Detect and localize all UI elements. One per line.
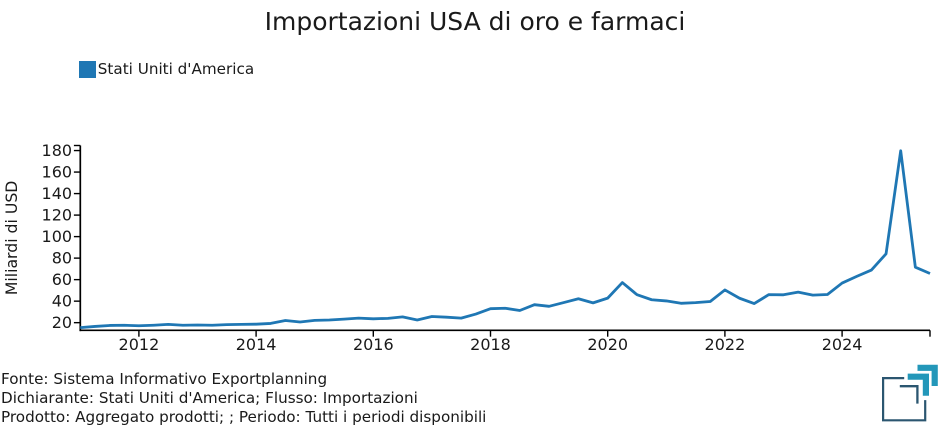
y-tick-label: 120: [42, 205, 73, 224]
x-tick-label: 2022: [705, 335, 746, 354]
logo-outer-square: [882, 377, 927, 422]
x-tick-label: 2014: [236, 335, 277, 354]
y-tick-label: 160: [42, 162, 73, 181]
y-tick-label: 80: [52, 249, 72, 268]
y-axis-title: Miliardi di USD: [2, 181, 21, 296]
logo-inner-bracket: [899, 385, 919, 404]
footer-declarant-line: Dichiarante: Stati Uniti d'America; Flus…: [1, 389, 418, 407]
x-tick-label: 2012: [119, 335, 160, 354]
x-tick-label: 2016: [353, 335, 394, 354]
legend-swatch: [79, 61, 96, 78]
x-tick-label: 2024: [822, 335, 863, 354]
y-tick-label: 20: [52, 313, 72, 332]
y-tick-label: 60: [52, 270, 72, 289]
exportplanning-logo: [882, 364, 938, 422]
footer-product-line: Prodotto: Aggregato prodotti; ; Periodo:…: [1, 408, 487, 427]
chart-title: Importazioni USA di oro e farmaci: [264, 6, 686, 36]
y-tick-label: 180: [42, 141, 73, 160]
data-line-stati-uniti-d-america: [80, 149, 931, 330]
y-tick-label: 100: [42, 227, 73, 246]
legend-label: Stati Uniti d'America: [97, 60, 255, 79]
x-tick-label: 2020: [587, 335, 628, 354]
logo-middle-chevron: [907, 373, 929, 396]
logo-top-chevron: [917, 364, 938, 386]
x-tick-label: 2018: [470, 335, 511, 354]
y-tick-label: 40: [52, 292, 72, 311]
chart-footer: Fonte: Sistema Informativo Exportplannin…: [1, 370, 486, 428]
y-tick-label: 140: [42, 184, 73, 203]
footer-source-line: Fonte: Sistema Informativo Exportplannin…: [1, 369, 328, 388]
